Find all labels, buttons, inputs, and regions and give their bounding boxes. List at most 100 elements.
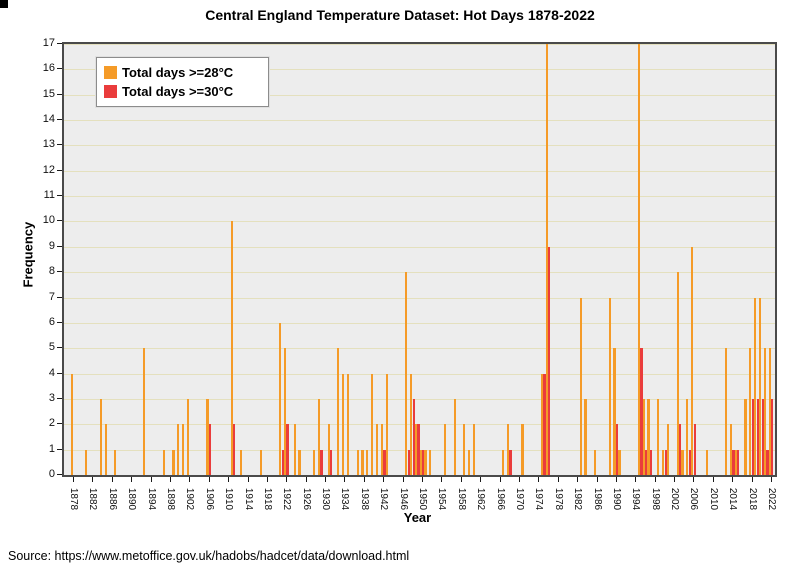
bar-28c-1948 [409, 373, 413, 475]
bar-28c-1984 [584, 398, 587, 475]
bar-30c-2020 [761, 398, 764, 475]
bar-28c-1881 [85, 449, 88, 475]
bar-28c-2017 [744, 398, 747, 475]
bar-28c-1989 [608, 297, 611, 475]
y-tick-15 [57, 93, 62, 95]
x-tick-2006 [693, 477, 695, 482]
bar-28c-1960 [468, 449, 471, 475]
bar-28c-1935 [346, 373, 350, 475]
bar-30c-2015 [737, 449, 740, 475]
x-tick-label-1950: 1950 [417, 487, 428, 511]
y-tick-11 [57, 195, 62, 197]
bar-28c-1887 [114, 449, 117, 475]
bar-28c-2006 [691, 246, 694, 475]
x-tick-label-1986: 1986 [591, 487, 603, 511]
x-tick-1930 [325, 477, 327, 482]
bar-28c-1878 [70, 373, 73, 475]
bar-28c-1885 [104, 424, 107, 475]
x-tick-1918 [266, 477, 268, 482]
y-tick-label-0: 0 [48, 468, 55, 480]
x-tick-label-1918: 1918 [261, 487, 273, 511]
bar-28c-1911 [230, 221, 233, 475]
x-tick-1938 [363, 477, 365, 482]
x-tick-1910 [228, 477, 230, 482]
y-tick-14 [57, 119, 62, 121]
x-tick-1926 [305, 477, 307, 482]
x-tick-label-1890: 1890 [126, 487, 138, 511]
chart-title: Central England Temperature Dataset: Hot… [205, 7, 595, 23]
y-tick-label-11: 11 [43, 189, 55, 202]
bar-28c-1968 [506, 424, 510, 475]
y-tick-label-17: 17 [42, 37, 55, 49]
x-tick-label-2018: 2018 [746, 487, 758, 511]
x-tick-label-1906: 1906 [203, 487, 215, 511]
y-tick-label-15: 15 [42, 87, 55, 100]
x-tick-1914 [247, 477, 249, 482]
bar-28c-1971 [521, 424, 524, 475]
bar-28c-2020 [758, 297, 762, 475]
y-axis-title: Frequency [20, 221, 36, 288]
y-tick-label-16: 16 [42, 62, 55, 75]
x-tick-2022 [771, 477, 772, 482]
legend-swatch-28c-icon [104, 66, 117, 79]
x-tick-label-1894: 1894 [145, 487, 157, 511]
y-tick-13 [57, 144, 62, 146]
bar-28c-1899 [172, 449, 175, 475]
bar-30c-2003 [679, 424, 682, 475]
bar-30c-2021 [766, 449, 769, 475]
bar-28c-1900 [177, 424, 180, 475]
x-tick-1986 [596, 477, 598, 482]
bar-28c-1983 [579, 297, 582, 475]
x-tick-1962 [480, 477, 482, 482]
x-tick-label-1898: 1898 [164, 487, 176, 511]
bar-28c-2000 [661, 449, 665, 475]
bar-30c-1995 [640, 348, 643, 475]
x-tick-1890 [131, 477, 133, 482]
bar-30c-2005 [688, 449, 691, 475]
bar-28c-1901 [182, 424, 185, 475]
y-tick-label-8: 8 [48, 265, 55, 278]
bar-28c-1976 [545, 44, 548, 475]
y-tick-label-14: 14 [42, 113, 55, 126]
bar-28c-2009 [705, 449, 708, 475]
bar-30c-2022 [771, 398, 774, 475]
y-tick-5 [57, 347, 62, 349]
bar-28c-1986 [594, 449, 597, 475]
bar-28c-1942 [380, 424, 383, 475]
gridline-y16 [64, 69, 775, 71]
x-tick-label-1878: 1878 [68, 487, 79, 511]
source-text: Source: https://www.metoffice.gov.uk/had… [8, 549, 410, 563]
bar-30c-1968 [509, 449, 512, 475]
bar-28c-1934 [342, 373, 345, 475]
bar-30c-1975 [543, 373, 546, 475]
bar-30c-1997 [650, 449, 653, 475]
bar-28c-1949 [414, 424, 417, 475]
x-tick-label-1970: 1970 [513, 487, 525, 511]
x-tick-1990 [615, 477, 617, 482]
x-tick-label-1962: 1962 [475, 487, 487, 511]
x-tick-1994 [635, 477, 637, 482]
x-tick-1966 [499, 477, 501, 482]
bar-28c-1902 [186, 398, 190, 475]
gridline-y13 [64, 145, 775, 147]
bar-28c-1952 [429, 449, 432, 475]
x-tick-label-1958: 1958 [455, 487, 467, 511]
x-tick-2002 [674, 477, 676, 482]
y-tick-10 [57, 220, 62, 222]
y-tick-6 [57, 321, 62, 323]
y-tick-8 [57, 271, 62, 273]
x-tick-1978 [557, 477, 559, 482]
bar-28c-1999 [657, 398, 660, 475]
x-tick-label-1902: 1902 [184, 487, 196, 511]
y-tick-17 [57, 43, 62, 44]
x-tick-1882 [92, 477, 94, 482]
x-tick-2018 [751, 477, 753, 482]
bar-30c-1911 [233, 424, 236, 475]
bar-30c-1906 [208, 424, 212, 475]
x-tick-1902 [189, 477, 191, 482]
y-tick-label-5: 5 [48, 341, 55, 354]
y-tick-2 [57, 423, 62, 425]
bar-30c-1976 [548, 246, 551, 475]
x-tick-label-1926: 1926 [300, 487, 312, 511]
x-tick-1958 [460, 477, 462, 482]
